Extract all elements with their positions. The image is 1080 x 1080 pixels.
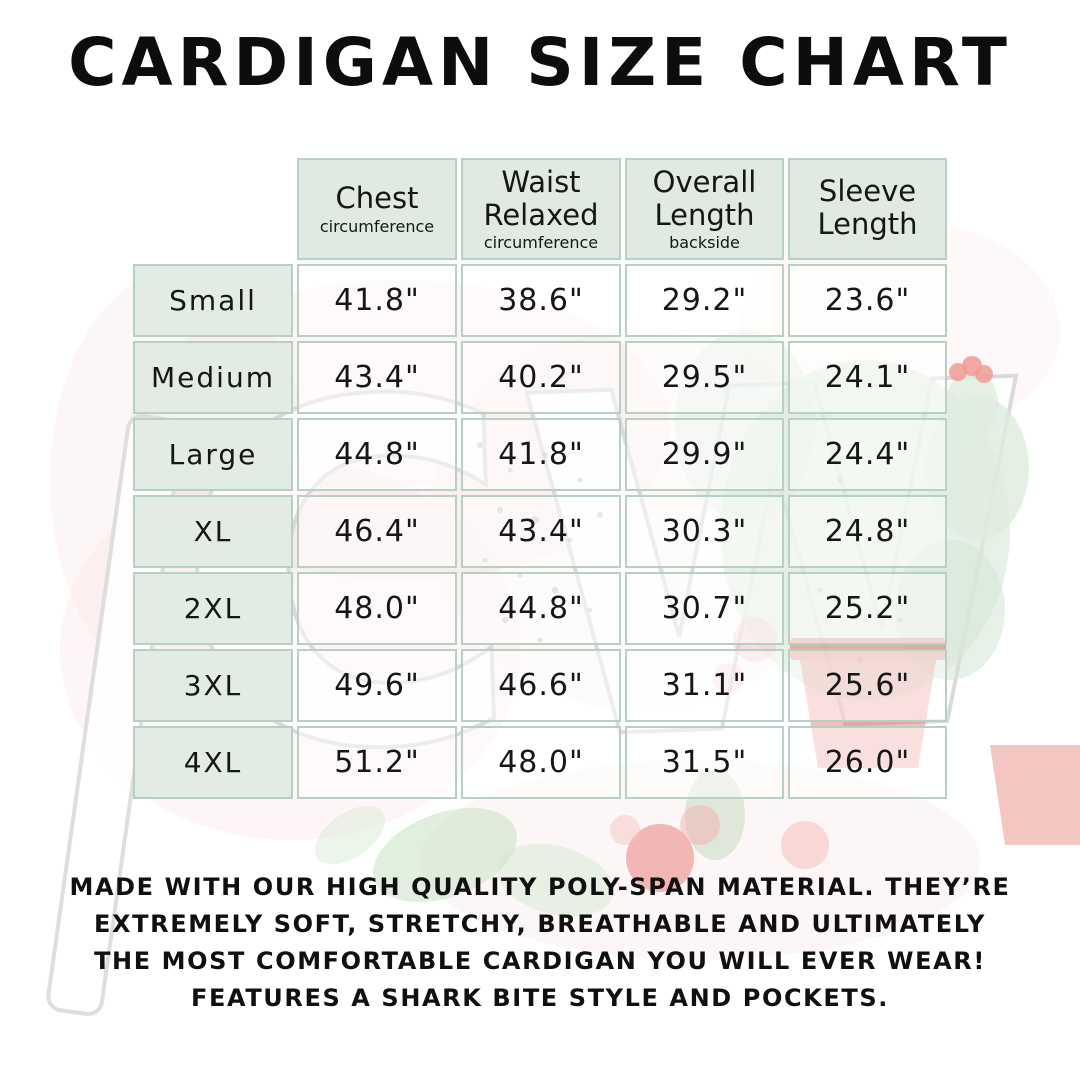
column-sublabel: circumference <box>483 233 599 253</box>
column-sublabel: circumference <box>319 216 435 236</box>
cell-large-overall: 29.9" <box>625 418 784 491</box>
cell-medium-waist: 40.2" <box>461 341 621 414</box>
cell-small-waist: 38.6" <box>461 264 621 337</box>
size-label-4xl: 4XL <box>133 726 293 799</box>
size-label-small: Small <box>133 264 293 337</box>
cell-3xl-waist: 46.6" <box>461 649 621 722</box>
cell-xl-waist: 43.4" <box>461 495 621 568</box>
cell-4xl-sleeve: 26.0" <box>788 726 947 799</box>
description-line: EXTREMELY SOFT, STRETCHY, BREATHABLE AND… <box>94 910 986 938</box>
column-header-waist: Waist Relaxed circumference <box>461 158 621 260</box>
cell-small-sleeve: 23.6" <box>788 264 947 337</box>
column-sublabel: backside <box>669 233 740 253</box>
description: MADE WITH OUR HIGH QUALITY POLY-SPAN MAT… <box>0 869 1080 1017</box>
cell-2xl-overall: 30.7" <box>625 572 784 645</box>
size-label-2xl: 2XL <box>133 572 293 645</box>
description-line: FEATURES A SHARK BITE STYLE AND POCKETS. <box>191 984 889 1012</box>
column-label: Sleeve Length <box>817 174 918 241</box>
cell-3xl-overall: 31.1" <box>625 649 784 722</box>
column-header-chest: Chest circumference <box>297 158 457 260</box>
cell-small-chest: 41.8" <box>297 264 457 337</box>
column-header-sleeve-length: Sleeve Length <box>788 158 947 260</box>
cell-large-chest: 44.8" <box>297 418 457 491</box>
size-label-medium: Medium <box>133 341 293 414</box>
corner-pot-icon <box>990 745 1080 845</box>
cell-3xl-chest: 49.6" <box>297 649 457 722</box>
cell-2xl-waist: 44.8" <box>461 572 621 645</box>
cell-large-waist: 41.8" <box>461 418 621 491</box>
table-corner-cell <box>133 158 293 260</box>
cell-2xl-sleeve: 25.2" <box>788 572 947 645</box>
cell-medium-sleeve: 24.1" <box>788 341 947 414</box>
cell-xl-chest: 46.4" <box>297 495 457 568</box>
cell-large-sleeve: 24.4" <box>788 418 947 491</box>
column-label: Waist Relaxed <box>483 165 599 232</box>
description-line: MADE WITH OUR HIGH QUALITY POLY-SPAN MAT… <box>69 873 1011 901</box>
cell-2xl-chest: 48.0" <box>297 572 457 645</box>
cell-medium-overall: 29.5" <box>625 341 784 414</box>
cell-3xl-sleeve: 25.6" <box>788 649 947 722</box>
cell-4xl-waist: 48.0" <box>461 726 621 799</box>
size-label-xl: XL <box>133 495 293 568</box>
size-label-large: Large <box>133 418 293 491</box>
column-label: Overall Length <box>652 165 757 232</box>
cell-medium-chest: 43.4" <box>297 341 457 414</box>
description-line: THE MOST COMFORTABLE CARDIGAN YOU WILL E… <box>94 947 986 975</box>
column-label: Chest <box>335 181 419 216</box>
cell-xl-overall: 30.3" <box>625 495 784 568</box>
page-title: CARDIGAN SIZE CHART <box>68 24 1012 101</box>
size-chart-table: Chest circumference Waist Relaxed circum… <box>133 158 947 799</box>
cell-xl-sleeve: 24.8" <box>788 495 947 568</box>
cell-small-overall: 29.2" <box>625 264 784 337</box>
size-label-3xl: 3XL <box>133 649 293 722</box>
column-header-overall-length: Overall Length backside <box>625 158 784 260</box>
cell-4xl-overall: 31.5" <box>625 726 784 799</box>
cell-4xl-chest: 51.2" <box>297 726 457 799</box>
